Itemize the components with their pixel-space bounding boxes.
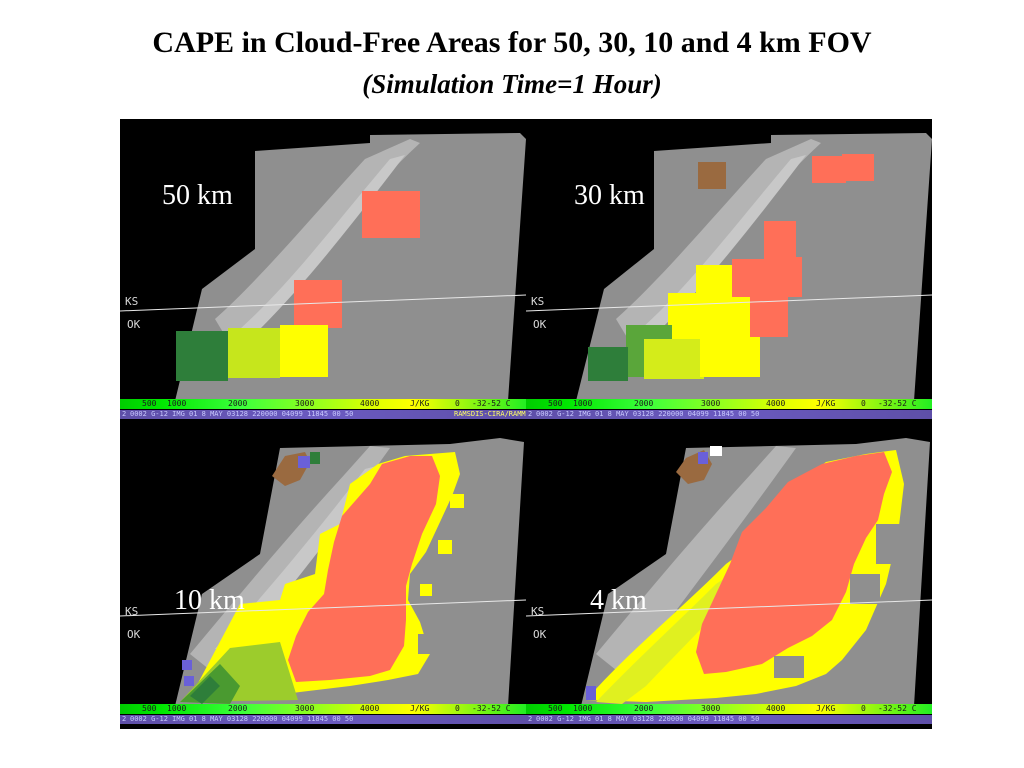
state-label-ok: OK <box>127 628 141 641</box>
cape-color-scale: 500 1000 2000 3000 4000 J/KG 0 -32-52 C <box>526 704 932 714</box>
satellite-info-bar: 2 0002 G-12 IMG 01 8 MAY 03128 220000 040… <box>120 715 526 724</box>
slide-subtitle: (Simulation Time=1 Hour) <box>362 69 662 99</box>
cape-map-10km <box>120 438 526 704</box>
satellite-info-bar: 2 0002 G-12 IMG 01 8 MAY 03128 220000 040… <box>526 410 932 419</box>
panel-30km: 30 km KS OK 500 1000 2000 3000 4000 J/KG 0-… <box>526 119 932 424</box>
fov-label: 30 km <box>574 180 645 211</box>
state-label-ok: OK <box>533 318 547 331</box>
state-label-ok: OK <box>127 318 141 331</box>
cape-color-scale: 500 1000 2000 3000 4000 J/KG 0 -32-52 C <box>120 399 526 409</box>
satellite-info-bar: 2 0002 G-12 IMG 01 8 MAY 03128 220000 040… <box>120 410 526 419</box>
cape-map-4km <box>526 438 932 704</box>
panel-50km: 50 km KS OK 500 1000 2000 3000 4000 J/KG 0-… <box>120 119 526 424</box>
cape-satellite-figure: 50 km KS OK 500 1000 2000 3000 4000 J/KG 0-… <box>120 119 932 729</box>
cape-map-50km <box>120 133 526 399</box>
cape-map-30km <box>526 133 932 399</box>
slide-title: CAPE in Cloud-Free Areas for 50, 30, 10 … <box>152 26 872 59</box>
panel-10km: 10 km KS OK 500 1000 2000 3000 4000 J/KG 0-… <box>120 424 526 729</box>
cape-color-scale: 500 1000 2000 3000 4000 J/KG 0 -32-52 C <box>120 704 526 714</box>
state-label-ks: KS <box>531 295 545 308</box>
state-label-ok: OK <box>533 628 547 641</box>
fov-label: 4 km <box>590 585 647 616</box>
satellite-info-bar: 2 0002 G-12 IMG 01 8 MAY 03128 220000 040… <box>526 715 932 724</box>
state-label-ks: KS <box>125 295 139 308</box>
state-label-ks: KS <box>531 605 545 618</box>
panel-4km: 4 km KS OK 500 1000 2000 3000 4000 J/KG 0 -3… <box>526 424 932 729</box>
state-label-ks: KS <box>125 605 139 618</box>
fov-label: 50 km <box>162 180 233 211</box>
cape-color-scale: 500 1000 2000 3000 4000 J/KG 0 -32-52 C <box>526 399 932 409</box>
fov-label: 10 km <box>174 585 245 616</box>
